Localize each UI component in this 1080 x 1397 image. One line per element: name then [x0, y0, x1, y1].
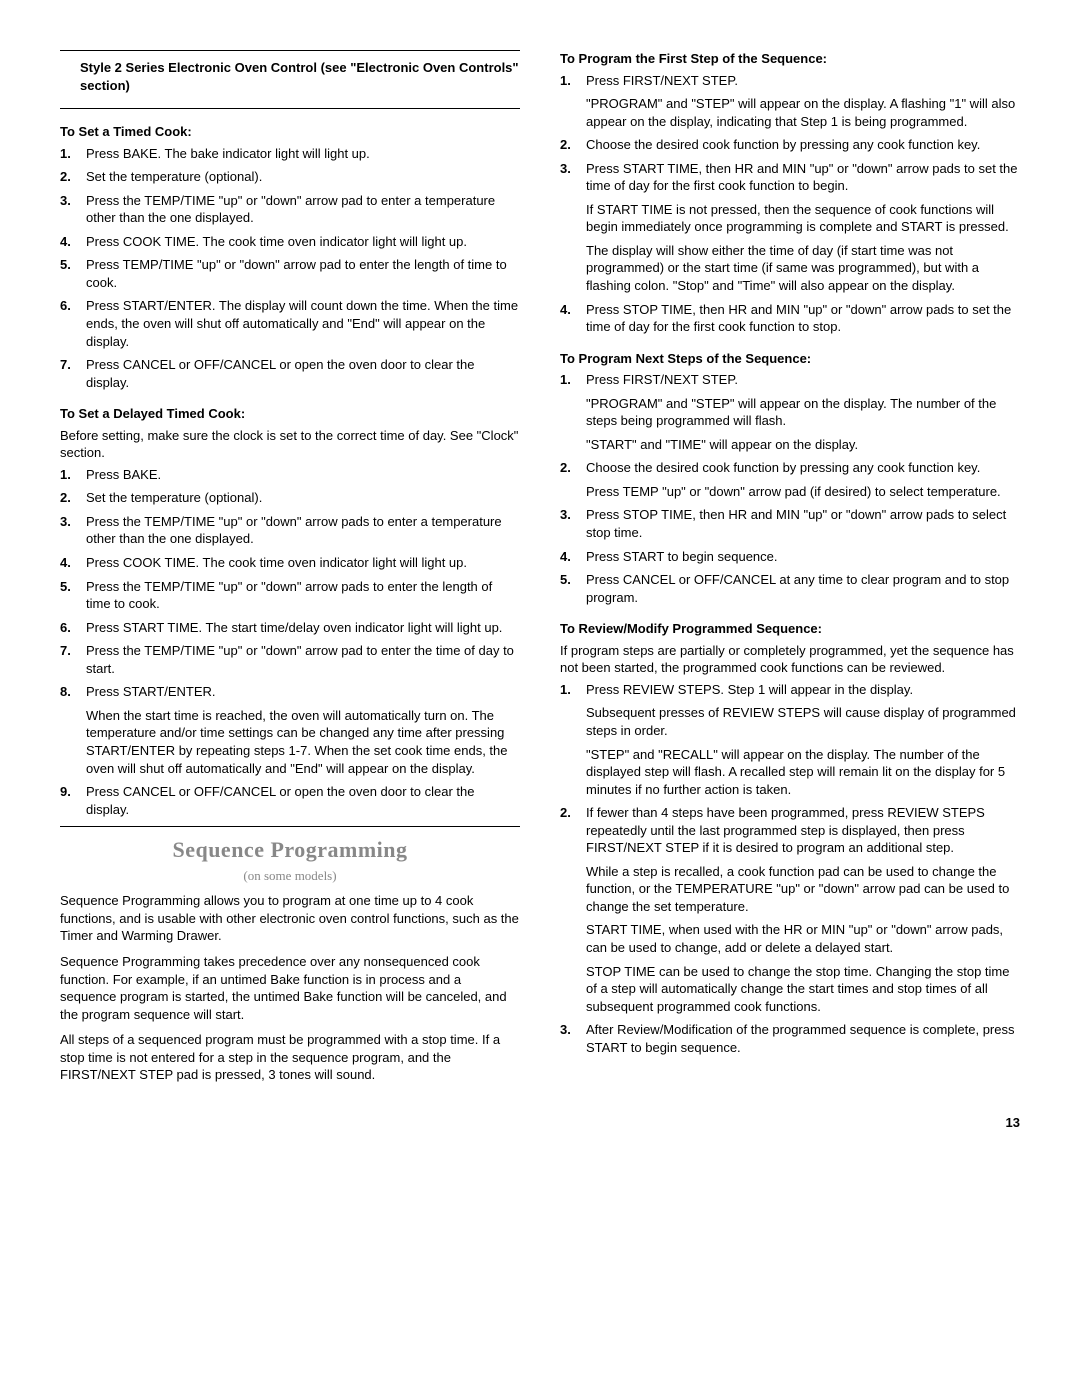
list-item: Press the TEMP/TIME "up" or "down" arrow… [60, 642, 520, 677]
first-step-title: To Program the First Step of the Sequenc… [560, 50, 1020, 68]
timed-cook-steps: Press BAKE. The bake indicator light wil… [60, 145, 520, 392]
timed-cook-title: To Set a Timed Cook: [60, 123, 520, 141]
step-para: "PROGRAM" and "STEP" will appear on the … [586, 395, 1020, 430]
step-text: Press the TEMP/TIME "up" or "down" arrow… [86, 579, 492, 612]
step-text: Press STOP TIME, then HR and MIN "up" or… [586, 302, 1011, 335]
list-item: Press CANCEL or OFF/CANCEL or open the o… [60, 783, 520, 818]
step-text: Press START to begin sequence. [586, 549, 778, 564]
step-text: Press BAKE. The bake indicator light wil… [86, 146, 370, 161]
first-step-steps: Press FIRST/NEXT STEP. "PROGRAM" and "ST… [560, 72, 1020, 336]
list-item: Press START/ENTER. When the start time i… [60, 683, 520, 777]
list-item: Choose the desired cook function by pres… [560, 136, 1020, 154]
step-text: Set the temperature (optional). [86, 169, 262, 184]
list-item: Set the temperature (optional). [60, 168, 520, 186]
step-text: Press FIRST/NEXT STEP. [586, 73, 738, 88]
step-text: Press BAKE. [86, 467, 161, 482]
list-item: Press BAKE. The bake indicator light wil… [60, 145, 520, 163]
step-text: Press COOK TIME. The cook time oven indi… [86, 555, 467, 570]
delayed-cook-intro: Before setting, make sure the clock is s… [60, 427, 520, 462]
list-item: Press FIRST/NEXT STEP. "PROGRAM" and "ST… [560, 72, 1020, 131]
sequence-para: Sequence Programming allows you to progr… [60, 892, 520, 945]
step-para: Subsequent presses of REVIEW STEPS will … [586, 704, 1020, 739]
step-text: Press FIRST/NEXT STEP. [586, 372, 738, 387]
review-intro: If program steps are partially or comple… [560, 642, 1020, 677]
list-item: Press START/ENTER. The display will coun… [60, 297, 520, 350]
step-text: Press START TIME, then HR and MIN "up" o… [586, 161, 1018, 194]
list-item: Press START TIME. The start time/delay o… [60, 619, 520, 637]
thin-rule [60, 826, 520, 827]
list-item: Press CANCEL or OFF/CANCEL at any time t… [560, 571, 1020, 606]
next-steps-steps: Press FIRST/NEXT STEP. "PROGRAM" and "ST… [560, 371, 1020, 606]
sequence-para: Sequence Programming takes precedence ov… [60, 953, 520, 1023]
list-item: Press COOK TIME. The cook time oven indi… [60, 233, 520, 251]
step-text: Press REVIEW STEPS. Step 1 will appear i… [586, 682, 913, 697]
page-columns: Style 2 Series Electronic Oven Control (… [60, 50, 1020, 1084]
list-item: Press BAKE. [60, 466, 520, 484]
page-number: 13 [60, 1114, 1020, 1132]
step-text: If fewer than 4 steps have been programm… [586, 805, 985, 855]
step-text: Press the TEMP/TIME "up" or "down" arrow… [86, 514, 502, 547]
list-item: Press START TIME, then HR and MIN "up" o… [560, 160, 1020, 295]
delayed-cook-title: To Set a Delayed Timed Cook: [60, 405, 520, 423]
list-item: Press TEMP/TIME "up" or "down" arrow pad… [60, 256, 520, 291]
step-para: If START TIME is not pressed, then the s… [586, 201, 1020, 236]
step-para: "PROGRAM" and "STEP" will appear on the … [586, 95, 1020, 130]
list-item: Press STOP TIME, then HR and MIN "up" or… [560, 301, 1020, 336]
step-text: Press STOP TIME, then HR and MIN "up" or… [586, 507, 1006, 540]
step-para: Press TEMP "up" or "down" arrow pad (if … [586, 483, 1020, 501]
step-text: Press the TEMP/TIME "up" or "down" arrow… [86, 643, 514, 676]
step-text: Press START/ENTER. The display will coun… [86, 298, 518, 348]
sequence-subtitle: (on some models) [60, 867, 520, 885]
review-title: To Review/Modify Programmed Sequence: [560, 620, 1020, 638]
step-text: Press CANCEL or OFF/CANCEL at any time t… [586, 572, 1009, 605]
step-text: Press COOK TIME. The cook time oven indi… [86, 234, 467, 249]
list-item: Press the TEMP/TIME "up" or "down" arrow… [60, 513, 520, 548]
list-item: Press CANCEL or OFF/CANCEL or open the o… [60, 356, 520, 391]
box-rule-bottom [60, 108, 520, 109]
box-rule-top [60, 50, 520, 51]
sequence-title: Sequence Programming [60, 835, 520, 865]
step-para: When the start time is reached, the oven… [86, 707, 520, 777]
left-column: Style 2 Series Electronic Oven Control (… [60, 50, 520, 1084]
step-para: STOP TIME can be used to change the stop… [586, 963, 1020, 1016]
step-text: Press START/ENTER. [86, 684, 216, 699]
step-text: Press the TEMP/TIME "up" or "down" arrow… [86, 193, 495, 226]
step-text: Choose the desired cook function by pres… [586, 137, 980, 152]
list-item: Set the temperature (optional). [60, 489, 520, 507]
list-item: Press the TEMP/TIME "up" or "down" arrow… [60, 192, 520, 227]
list-item: Press START to begin sequence. [560, 548, 1020, 566]
step-text: Press CANCEL or OFF/CANCEL or open the o… [86, 357, 474, 390]
step-para: START TIME, when used with the HR or MIN… [586, 921, 1020, 956]
list-item: Press the TEMP/TIME "up" or "down" arrow… [60, 578, 520, 613]
step-text: Set the temperature (optional). [86, 490, 262, 505]
next-steps-title: To Program Next Steps of the Sequence: [560, 350, 1020, 368]
step-para: "STEP" and "RECALL" will appear on the d… [586, 746, 1020, 799]
step-para: While a step is recalled, a cook functio… [586, 863, 1020, 916]
list-item: If fewer than 4 steps have been programm… [560, 804, 1020, 1015]
step-text: Press START TIME. The start time/delay o… [86, 620, 502, 635]
sequence-heading: Sequence Programming (on some models) [60, 835, 520, 884]
sequence-para: All steps of a sequenced program must be… [60, 1031, 520, 1084]
list-item: Choose the desired cook function by pres… [560, 459, 1020, 500]
list-item: Press STOP TIME, then HR and MIN "up" or… [560, 506, 1020, 541]
list-item: Press COOK TIME. The cook time oven indi… [60, 554, 520, 572]
box-title: Style 2 Series Electronic Oven Control (… [60, 59, 520, 100]
step-text: After Review/Modification of the program… [586, 1022, 1014, 1055]
step-text: Press CANCEL or OFF/CANCEL or open the o… [86, 784, 474, 817]
step-para: The display will show either the time of… [586, 242, 1020, 295]
step-text: Choose the desired cook function by pres… [586, 460, 980, 475]
delayed-cook-steps: Press BAKE. Set the temperature (optiona… [60, 466, 520, 818]
list-item: Press FIRST/NEXT STEP. "PROGRAM" and "ST… [560, 371, 1020, 453]
step-text: Press TEMP/TIME "up" or "down" arrow pad… [86, 257, 507, 290]
list-item: After Review/Modification of the program… [560, 1021, 1020, 1056]
right-column: To Program the First Step of the Sequenc… [560, 50, 1020, 1084]
list-item: Press REVIEW STEPS. Step 1 will appear i… [560, 681, 1020, 798]
review-steps: Press REVIEW STEPS. Step 1 will appear i… [560, 681, 1020, 1056]
step-para: "START" and "TIME" will appear on the di… [586, 436, 1020, 454]
